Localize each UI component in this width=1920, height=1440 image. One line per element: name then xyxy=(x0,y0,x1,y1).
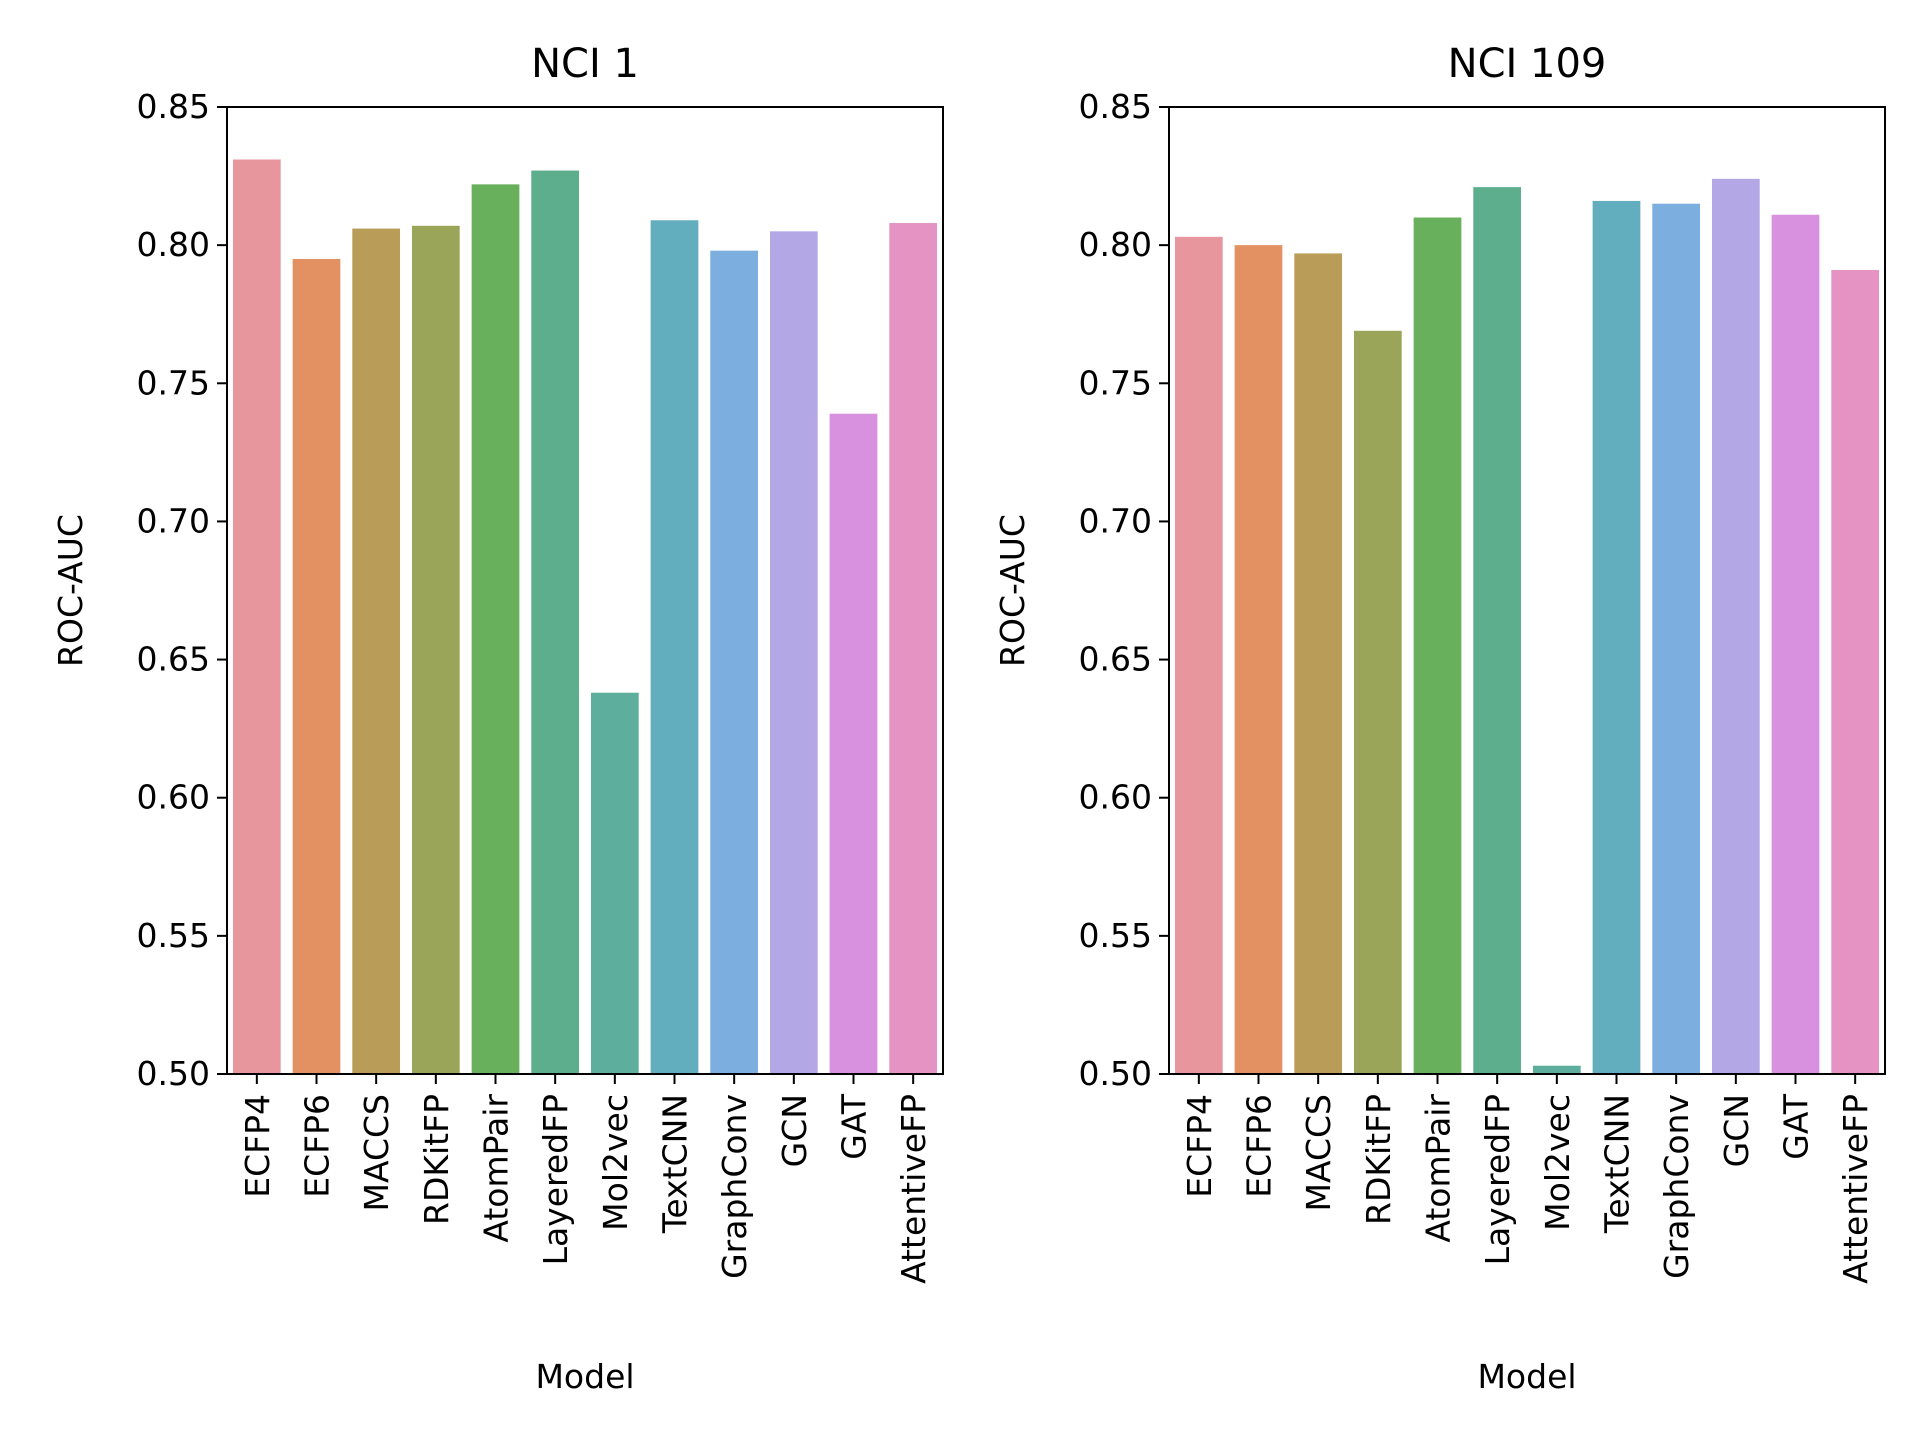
bar-rdkitfp xyxy=(1353,330,1402,1074)
bar-maccs xyxy=(352,228,401,1074)
x-tick-label: ECFP4 xyxy=(1180,1094,1219,1198)
chart-panel-nci109: 0.50 0.55 0.60 0.65 0.70 0.75 0.80 0.85 ECFP4 ECF… xyxy=(993,41,1886,1396)
x-tick-label: ECFP6 xyxy=(298,1094,337,1198)
bar-ecfp4 xyxy=(1174,236,1223,1075)
bar-mol2vec xyxy=(1532,1065,1581,1074)
x-tick-label: MACCS xyxy=(357,1094,396,1212)
bar-attentivefp xyxy=(889,223,938,1075)
y-tick-label: 0.50 xyxy=(1079,1054,1152,1093)
y-tick-label: 0.70 xyxy=(137,501,210,540)
y-tick-label: 0.65 xyxy=(1079,640,1152,679)
bar-textcnn xyxy=(650,220,699,1074)
x-tick-label: AttentiveFP xyxy=(894,1094,933,1284)
y-tick-label: 0.80 xyxy=(1079,225,1152,264)
y-axis-label: ROC-AUC xyxy=(993,514,1032,667)
x-tick-label: TextCNN xyxy=(1598,1094,1637,1234)
bar-gcn xyxy=(769,231,818,1074)
bar-gcn xyxy=(1711,178,1760,1074)
bar-ecfp6 xyxy=(292,258,341,1075)
x-tick-label: GCN xyxy=(775,1094,814,1167)
bar-ecfp6 xyxy=(1234,245,1283,1074)
bar-attentivefp xyxy=(1831,270,1880,1074)
plot-frame xyxy=(226,106,944,1075)
x-tick-label: MACCS xyxy=(1299,1094,1338,1212)
y-tick-label: 0.85 xyxy=(1079,87,1152,126)
x-tick-label: ECFP4 xyxy=(238,1094,277,1198)
x-tick-label: ECFP6 xyxy=(1240,1094,1279,1198)
y-tick-label: 0.75 xyxy=(137,363,210,402)
bar-layeredfp xyxy=(531,170,580,1075)
y-tick-label: 0.55 xyxy=(1079,916,1152,955)
x-tick-label: AttentiveFP xyxy=(1836,1094,1875,1284)
bar-mol2vec xyxy=(590,692,639,1074)
bar-gat xyxy=(829,413,878,1074)
y-tick-label: 0.60 xyxy=(1079,778,1152,817)
y-tick-label: 0.50 xyxy=(137,1054,210,1093)
plot-frame xyxy=(1168,106,1886,1075)
bar-graphconv xyxy=(710,250,759,1075)
y-tick-label: 0.65 xyxy=(137,640,210,679)
x-tick-label: Mol2vec xyxy=(1538,1094,1577,1231)
x-tick-label: AtomPair xyxy=(1419,1094,1458,1243)
x-tick-label: Mol2vec xyxy=(596,1094,635,1231)
bar-graphconv xyxy=(1652,203,1701,1074)
x-tick-label: RDKitFP xyxy=(417,1094,456,1225)
x-tick-label: AtomPair xyxy=(477,1094,516,1243)
y-tick-label: 0.60 xyxy=(137,778,210,817)
x-tick-label: GAT xyxy=(835,1093,874,1160)
x-tick-label: GraphConv xyxy=(1657,1094,1696,1279)
chart-title: NCI 1 xyxy=(531,41,639,87)
bar-gat xyxy=(1771,214,1820,1074)
x-axis-label: Model xyxy=(1477,1357,1576,1396)
bar-ecfp4 xyxy=(232,159,281,1075)
x-tick-label: LayeredFP xyxy=(536,1094,575,1265)
x-axis-label: Model xyxy=(535,1357,634,1396)
y-tick-label: 0.55 xyxy=(137,916,210,955)
chart-panel-nci1: 0.50 0.55 0.60 0.65 0.70 0.75 0.80 0.85 ECFP4 ECF… xyxy=(51,41,944,1396)
x-tick-label: GAT xyxy=(1777,1093,1816,1160)
chart-title: NCI 109 xyxy=(1448,41,1607,87)
bar-rdkitfp xyxy=(411,225,460,1075)
bar-atompair xyxy=(1413,217,1462,1074)
x-tick-label: GraphConv xyxy=(715,1094,754,1279)
x-tick-label: TextCNN xyxy=(656,1094,695,1234)
y-tick-label: 0.70 xyxy=(1079,501,1152,540)
x-tick-label: LayeredFP xyxy=(1478,1094,1517,1265)
bar-textcnn xyxy=(1592,200,1641,1074)
y-tick-label: 0.85 xyxy=(137,87,210,126)
bar-atompair xyxy=(471,184,520,1075)
x-tick-label: GCN xyxy=(1717,1094,1756,1167)
bar-layeredfp xyxy=(1473,187,1522,1074)
bar-maccs xyxy=(1294,253,1343,1074)
x-tick-label: RDKitFP xyxy=(1359,1094,1398,1225)
y-tick-label: 0.80 xyxy=(137,225,210,264)
y-tick-label: 0.75 xyxy=(1079,363,1152,402)
y-axis-label: ROC-AUC xyxy=(51,514,90,667)
